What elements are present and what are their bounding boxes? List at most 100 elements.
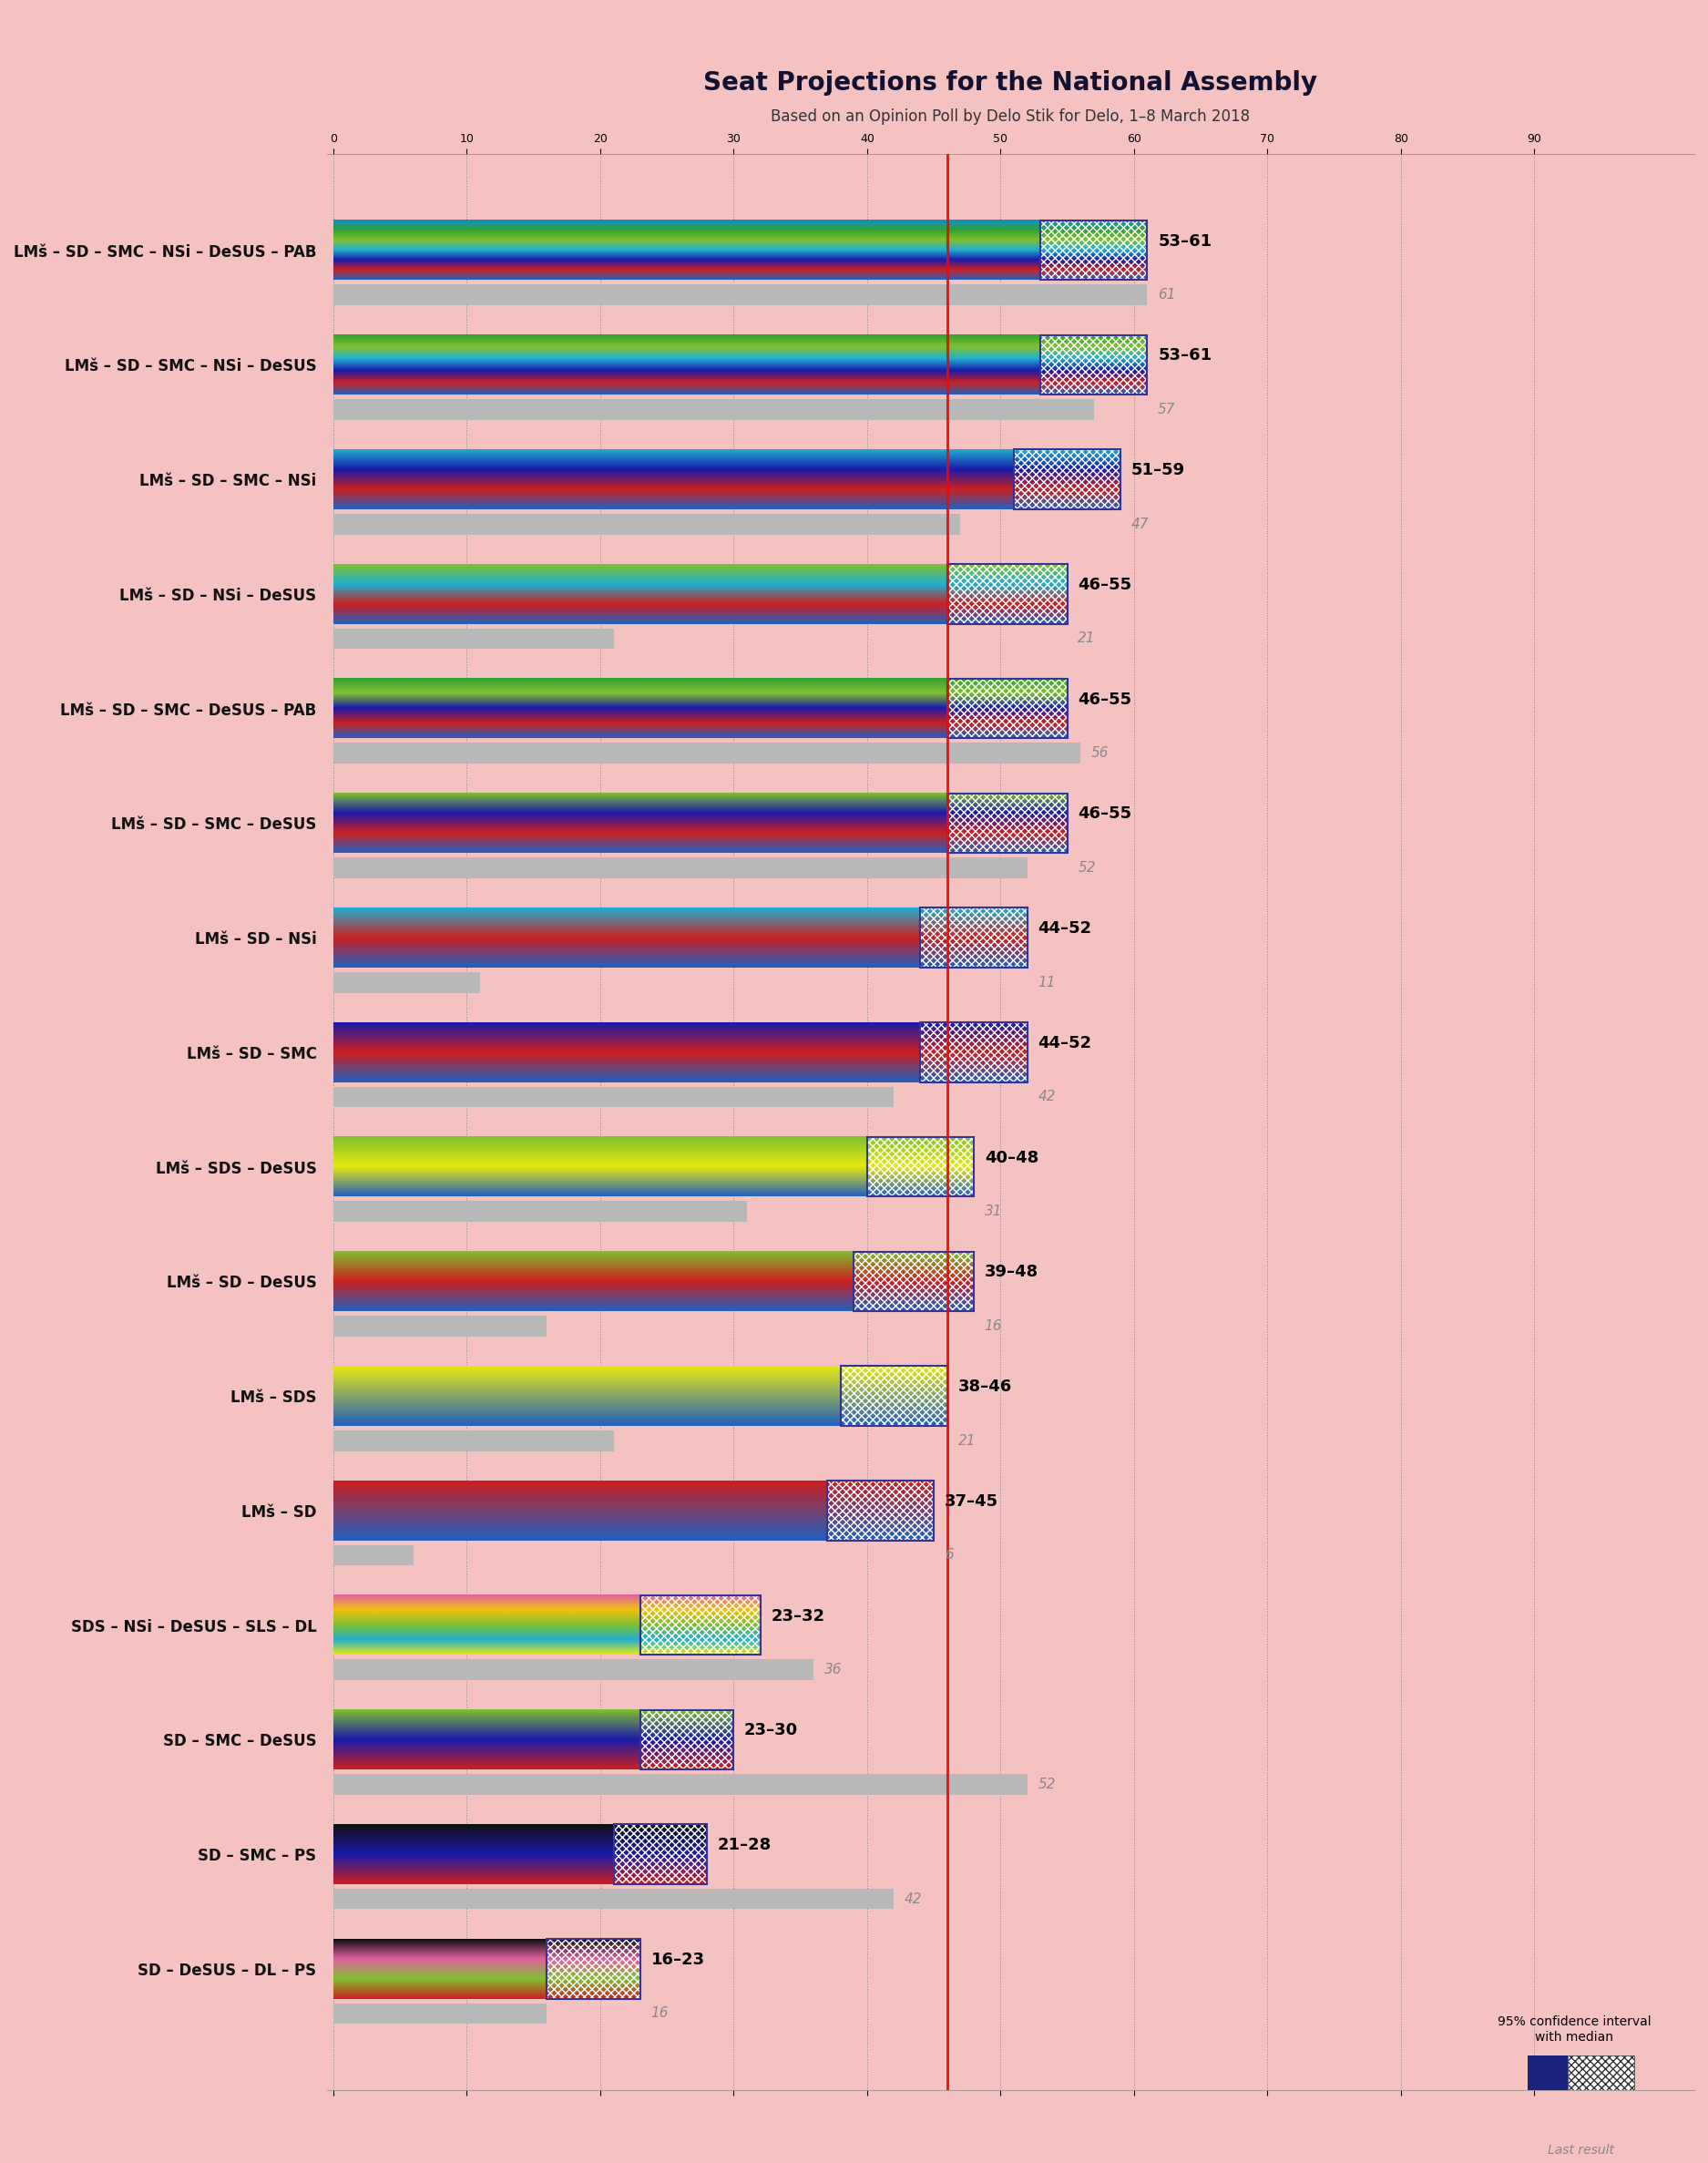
Bar [333, 1774, 1027, 1795]
Bar [1527, 2055, 1568, 2089]
Bar [1040, 221, 1148, 279]
Bar [921, 908, 1027, 967]
Text: 52: 52 [1078, 861, 1095, 874]
Bar [1527, 2105, 1635, 2124]
Bar [333, 2003, 547, 2025]
Bar [333, 971, 480, 993]
Text: 42: 42 [1038, 1090, 1056, 1103]
Bar [854, 1252, 974, 1311]
Bar [948, 794, 1068, 852]
Bar [640, 1596, 760, 1655]
Bar [1015, 450, 1120, 508]
Bar [868, 1138, 974, 1196]
Text: 61: 61 [1158, 288, 1175, 303]
Bar [547, 1938, 640, 1999]
Bar [868, 1138, 974, 1196]
Bar [333, 1430, 613, 1451]
Text: 46–55: 46–55 [1078, 807, 1132, 822]
Bar [333, 1888, 893, 1910]
Bar [1040, 221, 1148, 279]
Text: 6: 6 [945, 1549, 953, 1562]
Bar [948, 794, 1068, 852]
Bar [827, 1482, 934, 1540]
Text: Last result: Last result [1547, 2144, 1614, 2157]
Text: 42: 42 [905, 1893, 922, 1906]
Bar [547, 1938, 640, 1999]
Text: 52: 52 [1038, 1778, 1056, 1791]
Bar [333, 1086, 893, 1107]
Bar [948, 679, 1068, 738]
Bar [333, 400, 1093, 420]
Bar [854, 1252, 974, 1311]
Text: 53–61: 53–61 [1158, 234, 1211, 249]
Text: Seat Projections for the National Assembly: Seat Projections for the National Assemb… [704, 71, 1317, 95]
Bar [921, 908, 1027, 967]
Bar [827, 1482, 934, 1540]
Bar [921, 908, 1027, 967]
Bar [613, 1823, 707, 1884]
Text: 46–55: 46–55 [1078, 692, 1132, 707]
Bar [1040, 335, 1148, 394]
Bar [840, 1367, 948, 1425]
Text: 51–59: 51–59 [1131, 463, 1185, 478]
Bar [840, 1367, 948, 1425]
Bar [921, 1023, 1027, 1082]
Bar [1040, 335, 1148, 394]
Bar [1015, 450, 1120, 508]
Bar [640, 1711, 734, 1769]
Bar [948, 565, 1068, 623]
Bar [333, 1315, 547, 1337]
Text: 53–61: 53–61 [1158, 348, 1211, 363]
Text: 16–23: 16–23 [651, 1951, 705, 1968]
Bar [827, 1482, 934, 1540]
Text: 95% confidence interval
with median: 95% confidence interval with median [1498, 2016, 1652, 2044]
Text: 57: 57 [1158, 402, 1175, 415]
Bar [613, 1823, 707, 1884]
Bar [854, 1252, 974, 1311]
Text: 11: 11 [1038, 976, 1056, 988]
Bar [1015, 450, 1120, 508]
Text: Based on an Opinion Poll by Delo Stik for Delo, 1–8 March 2018: Based on an Opinion Poll by Delo Stik fo… [770, 108, 1250, 125]
Text: 37–45: 37–45 [945, 1492, 997, 1510]
Bar [948, 679, 1068, 738]
Text: 46–55: 46–55 [1078, 578, 1132, 593]
Text: 23–30: 23–30 [745, 1722, 798, 1739]
Bar [640, 1596, 760, 1655]
Text: 36: 36 [825, 1663, 842, 1676]
Bar [1040, 335, 1148, 394]
Text: 56: 56 [1091, 746, 1108, 759]
Bar [333, 286, 1148, 305]
Bar [333, 1659, 813, 1681]
Text: 16: 16 [651, 2007, 668, 2020]
Text: 38–46: 38–46 [958, 1378, 1011, 1395]
Bar [948, 679, 1068, 738]
Text: 21: 21 [1078, 632, 1095, 645]
Bar [640, 1711, 734, 1769]
Bar [948, 565, 1068, 623]
Bar [333, 1200, 746, 1222]
Bar [948, 565, 1068, 623]
Bar [333, 1544, 413, 1566]
Text: 44–52: 44–52 [1038, 1034, 1091, 1051]
Bar [640, 1596, 760, 1655]
Bar [613, 1823, 707, 1884]
Text: 21: 21 [958, 1434, 975, 1447]
Text: 31: 31 [984, 1205, 1003, 1218]
Text: 44–52: 44–52 [1038, 919, 1091, 937]
Text: 16: 16 [984, 1319, 1003, 1332]
Bar [333, 627, 613, 649]
Bar [921, 1023, 1027, 1082]
Text: 40–48: 40–48 [984, 1149, 1038, 1166]
Bar [640, 1711, 734, 1769]
Bar [1040, 221, 1148, 279]
Bar [547, 1938, 640, 1999]
Bar [840, 1367, 948, 1425]
Bar [868, 1138, 974, 1196]
Bar [333, 857, 1027, 878]
Bar [333, 515, 960, 534]
Text: 47: 47 [1131, 517, 1149, 530]
Bar [333, 742, 1081, 764]
Text: 23–32: 23–32 [770, 1607, 825, 1624]
Bar [1568, 2055, 1635, 2089]
Text: 21–28: 21–28 [717, 1836, 772, 1854]
